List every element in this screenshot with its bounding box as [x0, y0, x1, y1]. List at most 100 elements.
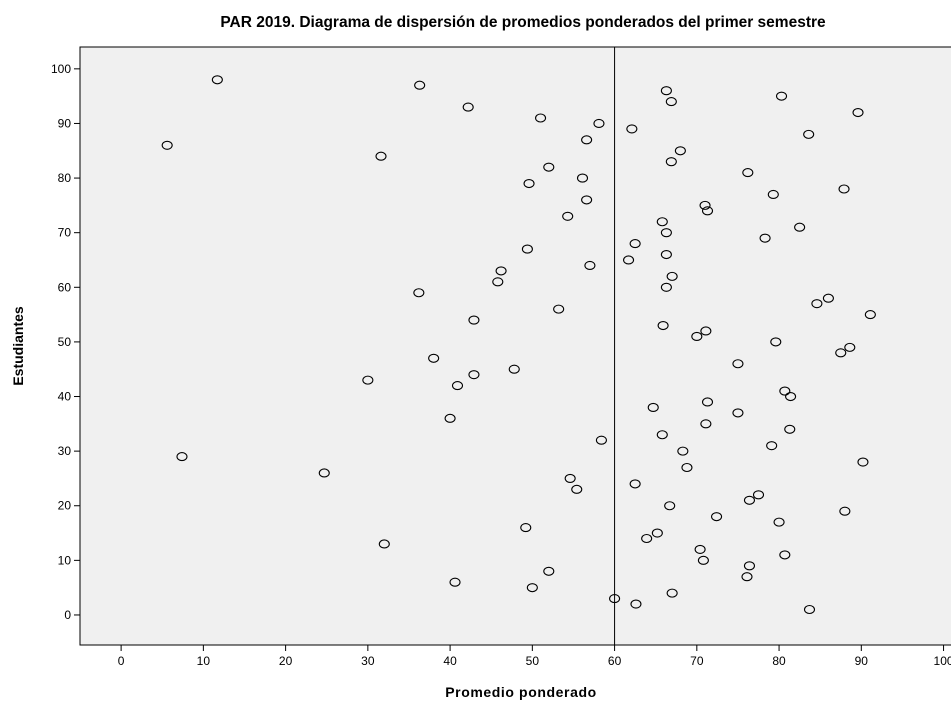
- data-point: [803, 604, 816, 615]
- data-points: [161, 75, 876, 615]
- data-point: [535, 113, 547, 123]
- data-point: [775, 91, 788, 101]
- y-tick-label: 0: [64, 608, 71, 622]
- data-point: [677, 446, 689, 456]
- data-point: [629, 479, 641, 489]
- data-point: [742, 168, 754, 178]
- data-point: [694, 544, 706, 554]
- data-point: [666, 271, 678, 281]
- data-point: [623, 255, 635, 265]
- data-point: [581, 135, 593, 145]
- data-point: [495, 266, 507, 276]
- data-point: [362, 375, 374, 385]
- data-point: [581, 195, 593, 205]
- y-tick-label: 80: [58, 171, 72, 185]
- x-tick-label: 0: [118, 654, 125, 668]
- data-point: [414, 80, 426, 90]
- data-point: [794, 222, 806, 232]
- data-point: [803, 129, 815, 139]
- data-point: [759, 233, 771, 243]
- data-point: [562, 211, 574, 221]
- data-point: [520, 523, 532, 533]
- x-tick-label: 60: [608, 654, 622, 668]
- x-axis-label: Promedio ponderado: [445, 684, 597, 700]
- data-point: [681, 462, 693, 473]
- data-point: [543, 162, 555, 172]
- data-point: [449, 577, 461, 587]
- y-tick-label: 40: [58, 390, 72, 404]
- data-point: [665, 157, 677, 167]
- data-point: [211, 75, 223, 85]
- y-tick-label: 60: [58, 280, 72, 294]
- data-point: [378, 539, 390, 549]
- x-axis-ticks: 0 10 20 30 40 50 60 70 80 90 100: [118, 645, 951, 668]
- data-point: [838, 184, 850, 194]
- data-point: [660, 86, 672, 96]
- data-point: [553, 304, 565, 314]
- x-tick-label: 70: [690, 654, 704, 668]
- data-point: [462, 102, 474, 112]
- data-point: [691, 331, 703, 341]
- data-point: [626, 124, 638, 134]
- data-point: [674, 146, 686, 156]
- data-point: [576, 173, 589, 183]
- data-point: [318, 468, 330, 478]
- data-point: [629, 239, 641, 249]
- data-point: [508, 364, 520, 374]
- data-point: [656, 217, 668, 227]
- data-point: [752, 490, 765, 500]
- data-point: [543, 566, 555, 576]
- data-point: [630, 599, 642, 609]
- x-tick-label: 50: [526, 654, 540, 668]
- data-point: [811, 299, 823, 309]
- x-tick-label: 30: [361, 654, 375, 668]
- data-point: [822, 293, 834, 303]
- data-point: [839, 506, 851, 516]
- y-tick-label: 30: [58, 444, 72, 458]
- y-tick-label: 10: [58, 553, 72, 567]
- data-point: [699, 200, 711, 210]
- data-point: [375, 151, 387, 161]
- y-axis-ticks: 0 10 20 30 40 50 60 70 80 90 100: [51, 62, 80, 622]
- data-point: [770, 337, 782, 347]
- x-tick-label: 80: [772, 654, 786, 668]
- data-point: [468, 315, 480, 325]
- data-point: [571, 484, 583, 494]
- data-point: [741, 572, 753, 582]
- data-point: [593, 118, 605, 129]
- y-tick-label: 70: [58, 226, 72, 240]
- data-point: [413, 288, 425, 298]
- x-tick-label: 10: [197, 654, 211, 668]
- x-tick-label: 40: [443, 654, 457, 668]
- plot-area: [79, 46, 951, 646]
- data-point: [701, 206, 714, 216]
- data-point: [176, 452, 188, 462]
- data-point: [641, 533, 653, 544]
- data-point: [428, 353, 440, 363]
- chart-title: PAR 2019. Diagrama de dispersión de prom…: [220, 14, 826, 31]
- data-point: [492, 277, 504, 287]
- data-point: [665, 97, 677, 107]
- data-point: [666, 588, 678, 598]
- data-point: [844, 342, 856, 352]
- data-point: [660, 249, 672, 260]
- data-point: [785, 391, 797, 402]
- data-point: [700, 326, 712, 336]
- data-point: [523, 178, 535, 189]
- data-point: [564, 473, 576, 483]
- y-tick-label: 100: [51, 62, 71, 76]
- data-point: [595, 435, 607, 445]
- data-point: [732, 359, 744, 369]
- data-point: [657, 320, 669, 331]
- data-point: [732, 408, 744, 418]
- data-point: [656, 430, 668, 440]
- data-point: [660, 228, 672, 238]
- data-point: [857, 457, 869, 467]
- x-tick-label: 100: [934, 654, 951, 668]
- y-tick-label: 90: [58, 116, 72, 130]
- data-point: [609, 594, 621, 604]
- data-point: [701, 397, 714, 407]
- data-point: [651, 528, 663, 538]
- data-point: [767, 189, 779, 200]
